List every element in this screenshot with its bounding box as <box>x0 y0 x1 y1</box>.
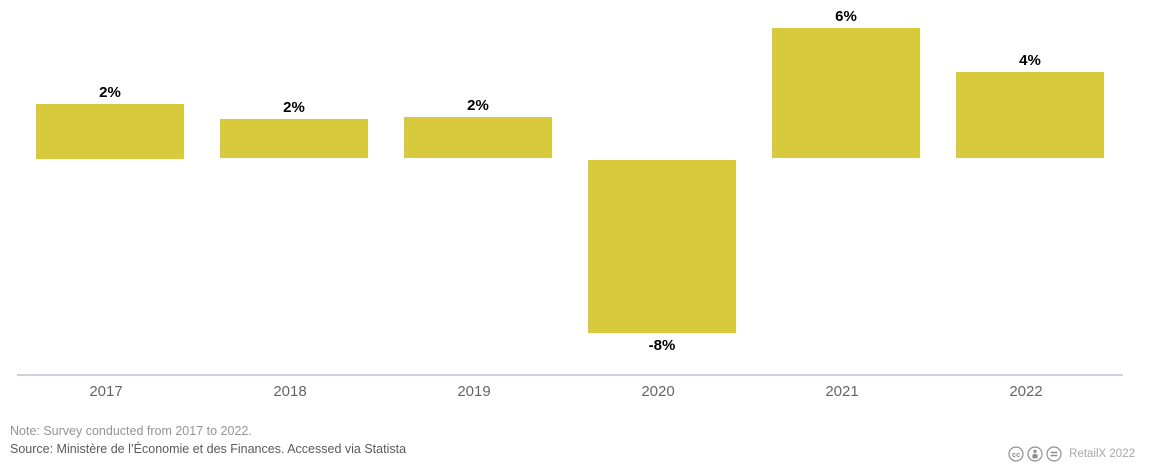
x-axis-line <box>17 374 1123 376</box>
bar-value-label: -8% <box>648 337 676 355</box>
svg-text:cc: cc <box>1012 450 1020 459</box>
chart-footnotes: Note: Survey conducted from 2017 to 2022… <box>10 422 406 458</box>
bar-value-label: 6% <box>835 8 857 26</box>
bar <box>772 28 920 159</box>
attribution-text: RetailX 2022 <box>1069 448 1135 460</box>
bar <box>588 159 736 334</box>
bar-value-label: 2% <box>99 84 121 102</box>
bar <box>220 119 368 159</box>
bar <box>404 117 552 159</box>
bar <box>36 104 184 159</box>
source-text: Source: Ministère de l’Économie et des F… <box>10 442 407 456</box>
x-axis-label: 2019 <box>457 383 491 400</box>
bar-value-label: 4% <box>1019 51 1041 69</box>
attribution-icon <box>1027 446 1043 462</box>
bar-value-label: 2% <box>283 99 305 117</box>
x-axis-label: 2017 <box>89 383 123 400</box>
x-axis-label: 2021 <box>825 383 859 400</box>
x-axis-label: 2022 <box>1009 383 1043 400</box>
x-axis-label: 2018 <box>273 383 307 400</box>
creative-commons-icon: cc <box>1008 446 1024 462</box>
bar <box>956 71 1104 159</box>
license-attribution: cc RetailX 2022 <box>1008 446 1135 462</box>
x-axis-label: 2020 <box>641 383 675 400</box>
no-derivatives-icon <box>1046 446 1062 462</box>
note-text: Note: Survey conducted from 2017 to 2022… <box>10 424 252 438</box>
bar-value-label: 2% <box>467 97 489 115</box>
